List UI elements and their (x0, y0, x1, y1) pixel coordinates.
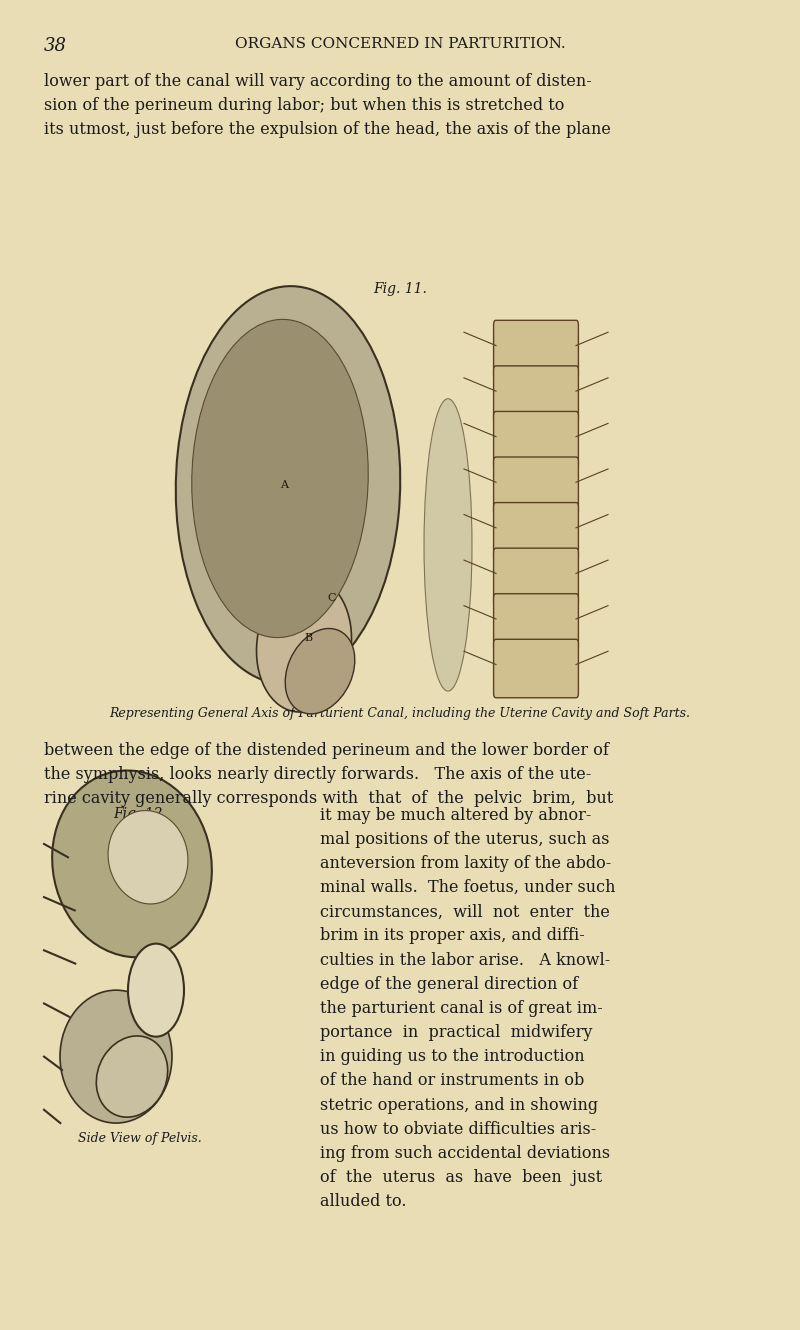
Ellipse shape (176, 286, 400, 684)
FancyBboxPatch shape (494, 593, 578, 652)
Ellipse shape (285, 629, 355, 714)
Text: Representing General Axis of Parturient Canal, including the Uterine Cavity and : Representing General Axis of Parturient … (110, 708, 690, 720)
Ellipse shape (96, 1036, 168, 1117)
Text: Side View of Pelvis.: Side View of Pelvis. (78, 1132, 202, 1145)
Ellipse shape (108, 810, 188, 904)
Ellipse shape (128, 944, 184, 1036)
FancyBboxPatch shape (494, 640, 578, 698)
FancyBboxPatch shape (494, 548, 578, 606)
Text: Fig. 12.: Fig. 12. (113, 807, 167, 821)
FancyBboxPatch shape (494, 458, 578, 516)
Text: it may be much altered by abnor-
mal positions of the uterus, such as
anteversio: it may be much altered by abnor- mal pos… (320, 807, 615, 1210)
Ellipse shape (52, 770, 212, 958)
FancyBboxPatch shape (494, 366, 578, 424)
FancyBboxPatch shape (494, 321, 578, 379)
Ellipse shape (424, 399, 472, 692)
FancyBboxPatch shape (494, 411, 578, 469)
Text: Fig. 11.: Fig. 11. (373, 282, 427, 295)
Text: between the edge of the distended perineum and the lower border of
the symphysis: between the edge of the distended perine… (44, 742, 614, 807)
Text: C: C (328, 593, 336, 602)
FancyBboxPatch shape (494, 503, 578, 561)
Text: A: A (280, 480, 288, 491)
Text: ORGANS CONCERNED IN PARTURITION.: ORGANS CONCERNED IN PARTURITION. (234, 37, 566, 52)
Ellipse shape (60, 990, 172, 1123)
Ellipse shape (257, 577, 351, 712)
Text: lower part of the canal will vary according to the amount of disten-
sion of the: lower part of the canal will vary accord… (44, 73, 611, 138)
Text: 38: 38 (44, 37, 67, 56)
Ellipse shape (192, 319, 368, 637)
Text: B: B (304, 633, 312, 642)
